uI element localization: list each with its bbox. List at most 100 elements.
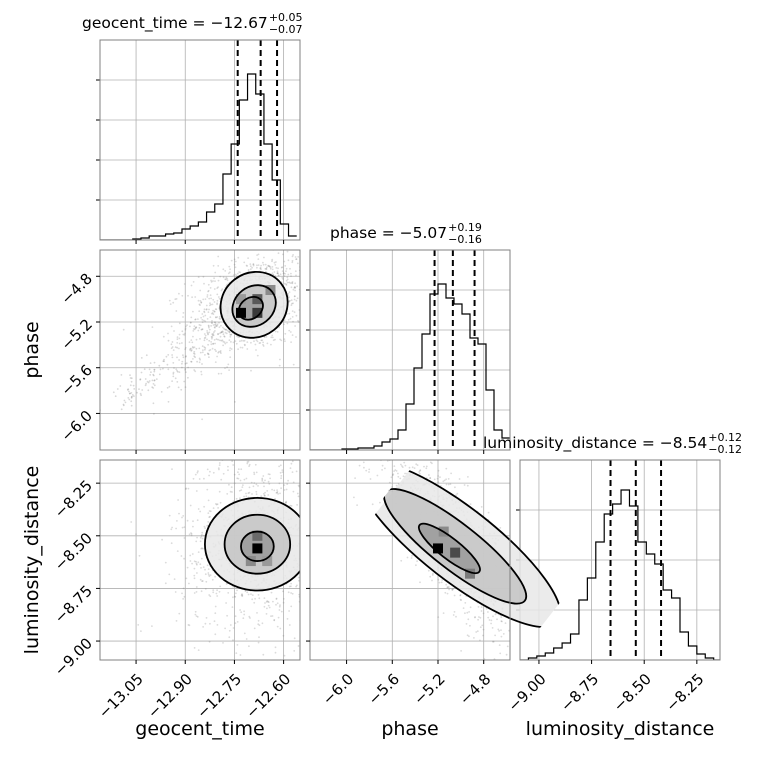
- scatter-point: [152, 383, 155, 385]
- scatter-point: [208, 356, 210, 358]
- scatter-point: [316, 426, 318, 428]
- scatter-point: [209, 515, 211, 518]
- scatter-point: [184, 327, 187, 330]
- scatter-point: [176, 550, 179, 552]
- scatter-point: [239, 340, 241, 343]
- scatter-point: [218, 462, 221, 464]
- scatter-point: [408, 466, 411, 469]
- scatter-point: [295, 258, 297, 261]
- density-cell: [235, 294, 246, 305]
- scatter-point: [319, 524, 321, 526]
- scatter-point: [159, 368, 162, 371]
- scatter-point: [353, 440, 355, 442]
- scatter-point: [162, 367, 164, 370]
- scatter-point: [210, 667, 212, 669]
- scatter-point: [216, 589, 219, 592]
- scatter-point: [230, 341, 232, 343]
- scatter-point: [331, 596, 333, 598]
- scatter-point: [186, 519, 189, 522]
- scatter-point: [224, 278, 227, 281]
- scatter-point: [274, 497, 276, 500]
- density-fill-inner: [418, 523, 480, 574]
- scatter-point: [381, 469, 383, 471]
- scatter-point: [245, 492, 247, 495]
- scatter-point: [304, 533, 306, 535]
- scatter-point: [551, 676, 553, 678]
- scatter-point: [298, 579, 300, 582]
- scatter-point: [400, 559, 403, 562]
- scatter-point: [228, 483, 230, 486]
- scatter-point: [210, 281, 213, 283]
- scatter-point: [277, 267, 279, 270]
- scatter-point: [304, 281, 306, 283]
- scatter-point: [247, 257, 250, 259]
- scatter-point: [164, 561, 167, 564]
- scatter-point: [203, 525, 206, 528]
- scatter-point: [301, 532, 303, 534]
- scatter-point: [211, 322, 214, 324]
- scatter-point: [371, 503, 374, 506]
- scatter-point: [322, 547, 324, 549]
- scatter-point: [222, 276, 225, 279]
- scatter-point: [193, 325, 196, 328]
- scatter-point: [228, 636, 231, 639]
- scatter-point: [333, 574, 335, 576]
- scatter-point: [312, 301, 314, 303]
- scatter-point: [214, 271, 217, 274]
- scatter-point: [248, 465, 251, 467]
- scatter-point: [455, 615, 457, 618]
- scatter-point: [320, 519, 322, 521]
- scatter-point: [459, 598, 462, 601]
- scatter-point: [131, 394, 134, 396]
- scatter-point: [265, 268, 268, 270]
- scatter-point: [289, 331, 292, 333]
- scatter-point: [311, 569, 313, 571]
- scatter-point: [218, 350, 220, 353]
- scatter-point: [196, 519, 199, 522]
- scatter-point: [253, 601, 256, 604]
- scatter-point: [194, 327, 197, 330]
- scatter-point: [207, 324, 210, 327]
- scatter-point: [545, 660, 547, 662]
- scatter-point: [175, 310, 178, 312]
- scatter-point: [220, 331, 223, 334]
- scatter-point: [290, 582, 292, 585]
- density-cell: [245, 556, 256, 567]
- scatter-point: [217, 507, 220, 509]
- scatter-point: [436, 477, 439, 480]
- scatter-point: [515, 672, 517, 674]
- scatter-point: [262, 345, 265, 347]
- title-median: −5.07: [399, 224, 448, 243]
- scatter-point: [175, 368, 178, 370]
- scatter-point: [229, 347, 232, 349]
- scatter-point: [211, 303, 214, 306]
- scatter-point: [246, 461, 249, 463]
- scatter-point: [323, 519, 325, 521]
- scatter-point: [420, 447, 422, 449]
- scatter-point: [178, 512, 180, 515]
- scatter-point: [234, 596, 237, 598]
- scatter-point: [285, 488, 288, 491]
- scatter-point: [249, 268, 252, 271]
- scatter-point: [268, 483, 271, 485]
- scatter-point: [302, 207, 304, 209]
- scatter-point: [176, 336, 179, 338]
- scatter-point: [237, 471, 239, 474]
- scatter-point: [451, 589, 454, 591]
- title-luminosity-distance: luminosity_distance = −8.54 +0.12 −0.12: [483, 431, 742, 456]
- scatter-point: [314, 532, 316, 534]
- scatter-point: [193, 369, 196, 371]
- scatter-point: [416, 417, 418, 419]
- scatter-point: [171, 468, 173, 470]
- scatter-point: [262, 343, 264, 346]
- scatter-point: [236, 477, 239, 480]
- scatter-point: [332, 498, 334, 500]
- scatter-point: [207, 521, 210, 523]
- scatter-point: [453, 611, 456, 613]
- scatter-point: [296, 297, 299, 300]
- scatter-point: [175, 527, 178, 530]
- scatter-point: [195, 338, 198, 341]
- scatter-point: [259, 266, 262, 269]
- scatter-point: [190, 532, 192, 534]
